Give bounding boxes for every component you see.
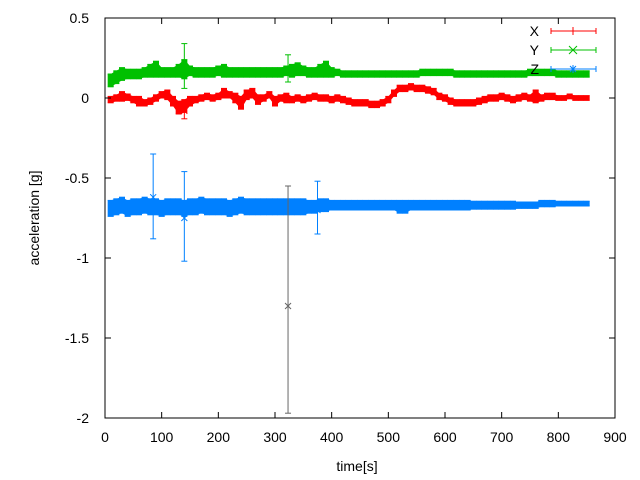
y-tick-label: 0.5: [70, 10, 90, 26]
x-tick-label: 600: [433, 429, 457, 445]
x-tick-label: 300: [263, 429, 287, 445]
y-axis-label: acceleration [g]: [26, 171, 42, 266]
outlier-marker: [149, 193, 157, 201]
plot-frame: [104, 17, 616, 419]
outlier-point: [149, 153, 157, 240]
legend-marker: [569, 27, 577, 35]
x-tick-label: 0: [101, 429, 109, 445]
legend-label: X: [530, 23, 540, 39]
outlier-marker: [180, 107, 188, 115]
legend-marker: [569, 65, 577, 73]
outlier-point: [180, 171, 188, 262]
outlier-marker: [180, 62, 188, 70]
y-tick-label: -2: [77, 410, 90, 426]
outlier-marker: [284, 302, 292, 310]
outlier-point: [284, 54, 292, 83]
x-axis-label: time[s]: [336, 458, 377, 474]
y-tick-label: -1.5: [65, 330, 89, 346]
x-tick-label: 800: [547, 429, 571, 445]
y-tick-label: -1: [77, 250, 90, 266]
legend-label: Z: [530, 61, 539, 77]
x-tick-label: 200: [207, 429, 231, 445]
legend-marker: [568, 45, 578, 55]
outlier-point: [180, 102, 188, 120]
outlier-marker: [180, 214, 188, 222]
x-tick-label: 700: [490, 429, 514, 445]
axis-ticks: 0 100 200 300 400 500 600 700 800 900 0.5 0 -0.5 -1 -1…: [65, 10, 627, 445]
outlier-point: [314, 180, 321, 235]
plot-marks: [107, 43, 590, 414]
outlier-marker: [314, 206, 321, 214]
outlier-point: [180, 43, 188, 89]
x-tick-label: 900: [603, 429, 627, 445]
x-tick-label: 100: [150, 429, 174, 445]
legend-label: Y: [530, 42, 540, 58]
y-tick-label: 0: [81, 90, 89, 106]
series-x: [107, 83, 590, 115]
outlier-marker: [284, 65, 292, 73]
x-tick-label: 500: [377, 429, 401, 445]
outlier-point: [284, 185, 292, 414]
series-y: [107, 59, 590, 88]
series-z: [107, 196, 590, 217]
x-tick-label: 400: [320, 429, 344, 445]
y-tick-label: -0.5: [65, 170, 89, 186]
legend: XYZ: [530, 23, 597, 77]
